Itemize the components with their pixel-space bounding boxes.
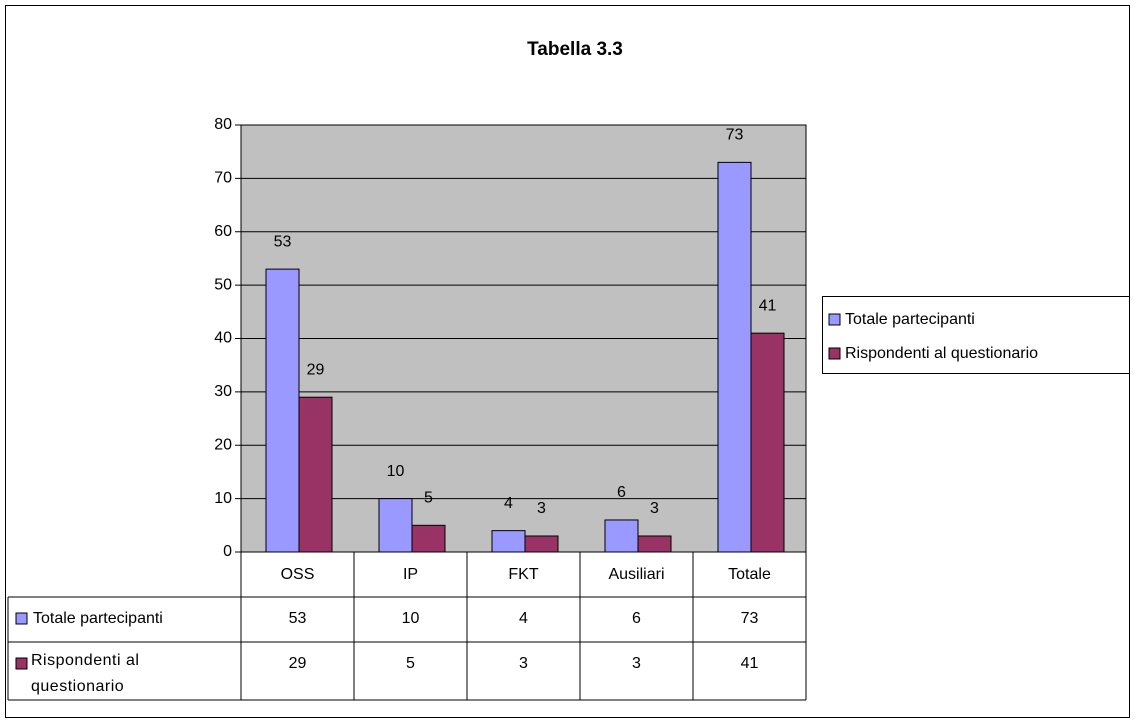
- y-tick-label: 0: [223, 543, 232, 560]
- table-value: 53: [289, 610, 307, 627]
- data-label: 6: [617, 484, 626, 501]
- x-tick-label: Ausiliari: [608, 566, 664, 583]
- table-value: 73: [741, 610, 759, 627]
- legend-label: Totale partecipanti: [845, 311, 975, 328]
- table-legend-key: [15, 612, 28, 625]
- y-tick-label: 10: [214, 490, 232, 507]
- bar: [265, 268, 300, 553]
- legend-key: [828, 347, 841, 360]
- table-value: 6: [632, 610, 641, 627]
- x-tick-label: OSS: [281, 566, 315, 583]
- data-label: 73: [726, 127, 744, 144]
- x-tick-label: IP: [403, 566, 418, 583]
- data-label: 53: [274, 233, 292, 250]
- x-tick-label: FKT: [508, 566, 538, 583]
- data-label: 41: [759, 297, 777, 314]
- data-label: 5: [424, 490, 433, 507]
- table-row-label: Rispondenti al questionario: [31, 652, 140, 695]
- table-row-label: Totale partecipanti: [33, 610, 163, 627]
- bar: [717, 161, 752, 553]
- data-label: 29: [307, 361, 325, 378]
- data-label: 3: [537, 500, 546, 517]
- x-tick-label: Totale: [728, 566, 771, 583]
- table-legend-key: [15, 657, 28, 670]
- bar: [750, 332, 785, 553]
- y-tick-label: 40: [214, 330, 232, 347]
- table-value: 3: [519, 655, 528, 672]
- y-tick-label: 30: [214, 383, 232, 400]
- table-value: 5: [406, 655, 415, 672]
- table-value: 29: [289, 655, 307, 672]
- table-value: 4: [519, 610, 528, 627]
- table-value: 3: [632, 655, 641, 672]
- bar: [411, 524, 446, 553]
- bar: [378, 498, 413, 553]
- legend-label: Rispondenti al questionario: [845, 345, 1038, 362]
- bar: [604, 519, 639, 553]
- bar: [524, 535, 559, 553]
- bar: [637, 535, 672, 553]
- chart-title: Tabella 3.3: [527, 39, 623, 60]
- data-label: 10: [387, 463, 405, 480]
- table-value: 41: [741, 655, 759, 672]
- y-tick-label: 20: [214, 436, 232, 453]
- data-label: 3: [650, 500, 659, 517]
- y-tick-label: 60: [214, 223, 232, 240]
- table-value: 10: [402, 610, 420, 627]
- legend-box: [822, 296, 1130, 374]
- bar: [491, 530, 526, 553]
- data-label: 4: [504, 495, 513, 512]
- legend-key: [828, 313, 841, 326]
- y-tick-label: 80: [214, 116, 232, 133]
- y-tick-label: 50: [214, 276, 232, 293]
- y-tick-label: 70: [214, 170, 232, 187]
- table-row-label-box: Rispondenti al questionario: [31, 652, 140, 695]
- bar: [298, 396, 333, 553]
